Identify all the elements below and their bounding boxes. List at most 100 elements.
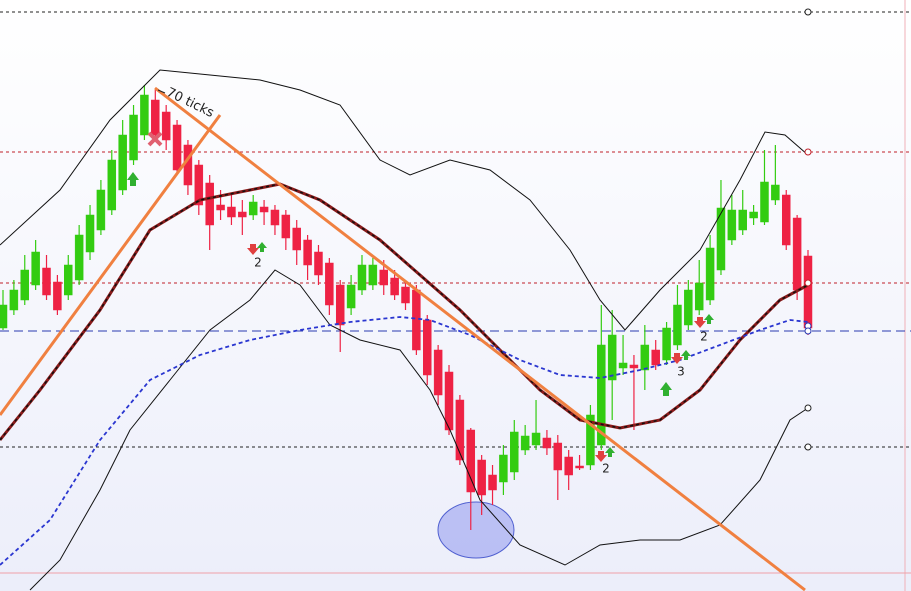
candle-body	[499, 454, 508, 483]
candle-body	[379, 269, 388, 286]
marker	[804, 443, 812, 451]
candle-body	[140, 94, 149, 136]
candle-body	[727, 209, 737, 241]
ticks-dash	[157, 89, 166, 94]
candle-body	[303, 239, 312, 266]
candle-body	[357, 264, 367, 291]
highlight-ellipse	[437, 501, 515, 559]
trend-line	[0, 114, 222, 416]
candle-body	[694, 282, 704, 311]
candle-body	[510, 431, 519, 473]
candle-body	[270, 209, 280, 226]
candle-body	[455, 399, 465, 461]
candle-body	[466, 429, 476, 493]
candle-body	[31, 251, 40, 286]
candle-body	[151, 99, 160, 136]
count-label: 2	[700, 330, 708, 344]
buy-arrow	[257, 242, 267, 252]
candle-body	[64, 264, 73, 296]
candle-body	[542, 437, 552, 449]
end-markers	[804, 8, 812, 451]
candle-body	[161, 111, 171, 141]
candle-body	[96, 189, 106, 231]
candle-body	[553, 442, 563, 471]
slow-average	[0, 316, 809, 566]
buy-arrow	[127, 172, 139, 186]
candle-body	[118, 134, 127, 191]
candle-body	[172, 124, 182, 171]
candle-body	[586, 414, 595, 466]
count-label: 2	[254, 256, 262, 270]
candle-body	[107, 159, 117, 211]
candle-body	[325, 262, 334, 306]
count-label: 3	[677, 365, 685, 379]
candle-body	[205, 182, 214, 226]
marker	[804, 404, 812, 412]
candle-body	[705, 247, 715, 301]
candle-body	[749, 211, 758, 219]
candle-body	[629, 364, 639, 369]
candle-body	[238, 211, 247, 218]
candle-body	[716, 207, 726, 271]
buy-arrow	[605, 447, 615, 457]
lower-band	[29, 269, 809, 591]
candle-body	[531, 432, 541, 446]
candle-body	[346, 284, 356, 309]
candle-body	[651, 349, 660, 366]
candle-body	[216, 204, 225, 211]
sell-arrow	[247, 244, 259, 255]
buy-arrow	[681, 350, 691, 360]
candle-body	[85, 214, 95, 253]
signals	[127, 131, 714, 462]
candle-body	[9, 289, 19, 311]
candle-body	[335, 284, 345, 326]
candle-body	[194, 164, 204, 206]
candle-body	[0, 304, 8, 329]
candle-body	[564, 456, 573, 476]
candle-body	[259, 206, 269, 213]
candle-body	[433, 349, 443, 396]
sell-arrow	[694, 317, 706, 328]
candle-body	[738, 209, 747, 231]
marker	[804, 327, 812, 335]
candle-body	[42, 267, 51, 296]
candle-body	[607, 334, 617, 381]
candle-body	[20, 269, 30, 301]
candle-body	[792, 217, 802, 291]
trend-line	[154, 86, 806, 591]
candle-body	[640, 344, 650, 371]
candle-body	[412, 289, 421, 351]
buy-arrow	[660, 382, 672, 396]
candle-body	[423, 319, 432, 376]
marker	[804, 279, 812, 287]
candle-body	[781, 194, 791, 246]
candle-body	[618, 362, 628, 369]
moving-average-dash	[0, 183, 809, 441]
candle-body	[575, 465, 584, 469]
candle-body	[662, 327, 671, 361]
candle-body	[53, 281, 62, 311]
candle-body	[673, 304, 682, 346]
candle-body	[401, 286, 410, 304]
candle-body	[292, 227, 301, 251]
candle-body	[74, 234, 84, 281]
sell-arrow	[595, 451, 607, 462]
candle-body	[803, 255, 813, 329]
candle-body	[760, 181, 769, 223]
sell-arrow	[671, 353, 683, 364]
marker	[804, 8, 812, 16]
candle-body	[281, 214, 291, 239]
candle-body	[477, 459, 486, 496]
candle-body	[684, 289, 693, 326]
upper-band	[0, 69, 809, 331]
candle-body	[771, 184, 780, 201]
candle-body	[129, 114, 138, 161]
candle-body	[444, 371, 454, 431]
count-label: 2	[602, 462, 610, 476]
candle-body	[597, 344, 606, 446]
candles	[0, 85, 813, 530]
candle-body	[390, 277, 399, 296]
candle-body	[314, 251, 323, 276]
